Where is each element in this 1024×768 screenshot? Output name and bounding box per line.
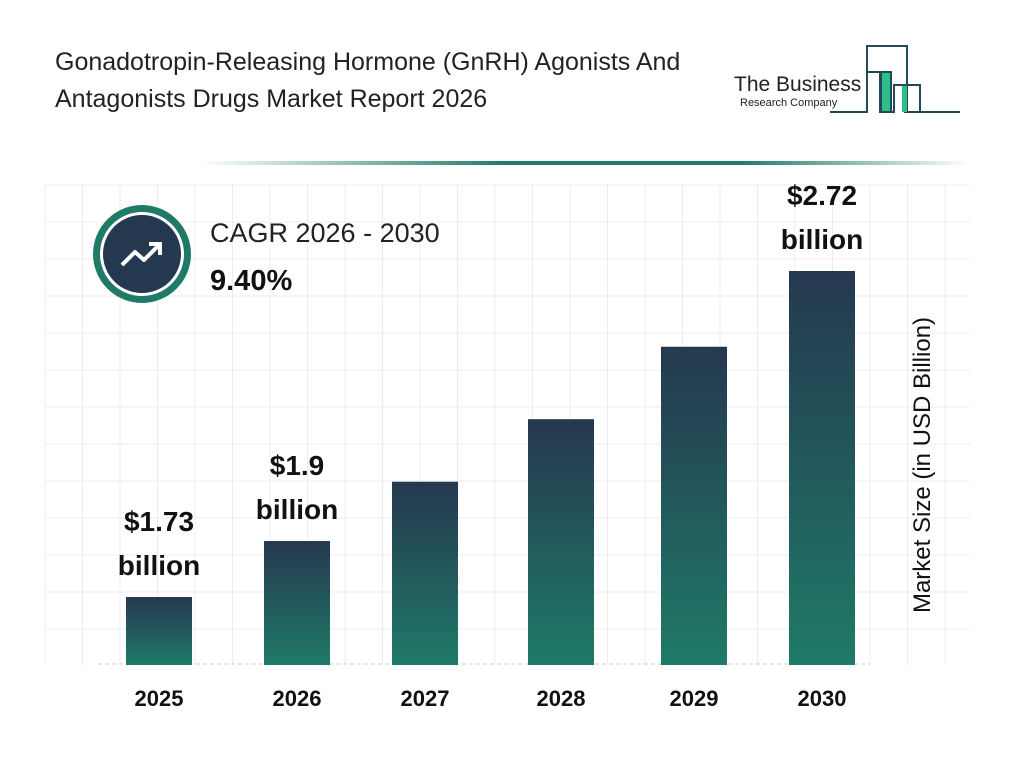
data-label-unit: billion — [256, 494, 338, 525]
logo-line1: The Business — [734, 73, 862, 96]
data-label: $1.73 — [124, 506, 194, 537]
x-tick-label: 2027 — [401, 686, 450, 711]
cagr-label: CAGR 2026 - 2030 — [210, 218, 440, 248]
cagr-value: 9.40% — [210, 265, 293, 297]
bar-2030 — [789, 271, 855, 665]
x-tick-label: 2029 — [670, 686, 719, 711]
x-tick-label: 2030 — [798, 686, 847, 711]
cagr-badge — [93, 205, 191, 303]
logo-buildings-icon — [830, 45, 960, 113]
data-label-unit: billion — [781, 224, 863, 255]
x-tick-label: 2028 — [537, 686, 586, 711]
company-logo: The Business Research Company — [720, 40, 970, 120]
trend-up-arrow-icon — [120, 242, 162, 267]
bar-2028 — [528, 419, 594, 665]
bar-2027 — [392, 481, 458, 665]
logo-line2: Research Company — [740, 97, 838, 109]
data-label: $2.72 — [787, 180, 857, 211]
data-label-unit: billion — [118, 550, 200, 581]
x-tick-label: 2025 — [135, 686, 184, 711]
bar-2029 — [661, 346, 727, 665]
y-axis-label: Market Size (in USD Billion) — [909, 316, 936, 614]
x-tick-label: 2026 — [273, 686, 322, 711]
title-divider — [200, 161, 970, 165]
bar-2026 — [264, 541, 330, 665]
report-title: Gonadotropin-Releasing Hormone (GnRH) Ag… — [55, 48, 681, 113]
data-label: $1.9 — [270, 450, 325, 481]
bar-2025 — [126, 597, 192, 665]
